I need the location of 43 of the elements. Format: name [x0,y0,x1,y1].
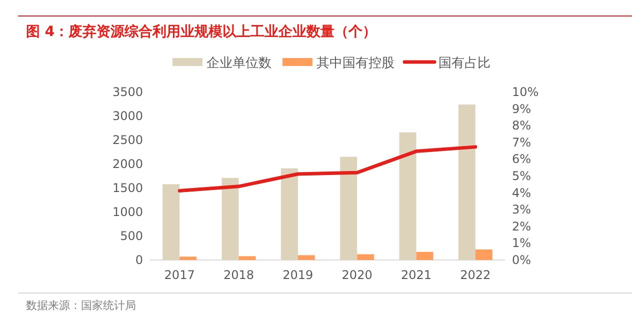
x-tick-label: 2018 [223,268,254,282]
y-tick-label: 3000 [112,109,143,123]
bar [162,184,180,260]
line-series [178,145,478,193]
source-note: 数据来源：国家统计局 [26,299,136,312]
y-tick-label: 500 [120,229,143,243]
x-tick-label: 2020 [342,268,372,282]
bar [416,252,434,260]
x-tick-label: 2017 [164,268,195,282]
x-tick-label: 2022 [460,268,491,282]
bar [475,249,492,260]
y2-tick-label: 1% [512,236,532,250]
x-tick-label: 2019 [282,268,314,282]
y2-tick-label: 6% [512,152,532,166]
y2-tick-label: 8% [512,118,532,133]
bar [238,256,256,260]
bar [222,178,239,260]
bar [180,256,197,260]
y2-tick-label: 2% [512,219,532,234]
y2-tick-label: 7% [512,135,532,150]
y-tick-label: 2000 [112,157,143,171]
bar [399,132,416,260]
x-tick-label: 2021 [400,268,432,282]
y2-tick-label: 10% [512,85,539,99]
legend-label: 其中国有控股 [316,56,394,71]
y-tick-label: 0 [135,253,143,267]
y2-tick-label: 4% [512,186,532,200]
y-tick-label: 1000 [112,205,143,219]
bar [298,255,315,260]
y-tick-label: 3500 [112,85,143,99]
y2-tick-label: 5% [512,169,532,183]
bar [458,104,476,260]
chart-title: 图 4：废弃资源综合利用业规模以上工业企业数量（个） [26,23,377,40]
y2-tick-label: 3% [512,202,532,217]
y2-tick-label: 0% [512,253,532,267]
bar [357,254,374,260]
y2-tick-label: 9% [512,102,532,116]
legend-label: 企业单位数 [206,56,272,71]
bar [280,168,298,260]
legend-label: 国有占比 [438,56,490,71]
y-tick-label: 1500 [112,181,143,195]
y-tick-label: 2500 [112,133,143,147]
bar [340,156,358,260]
